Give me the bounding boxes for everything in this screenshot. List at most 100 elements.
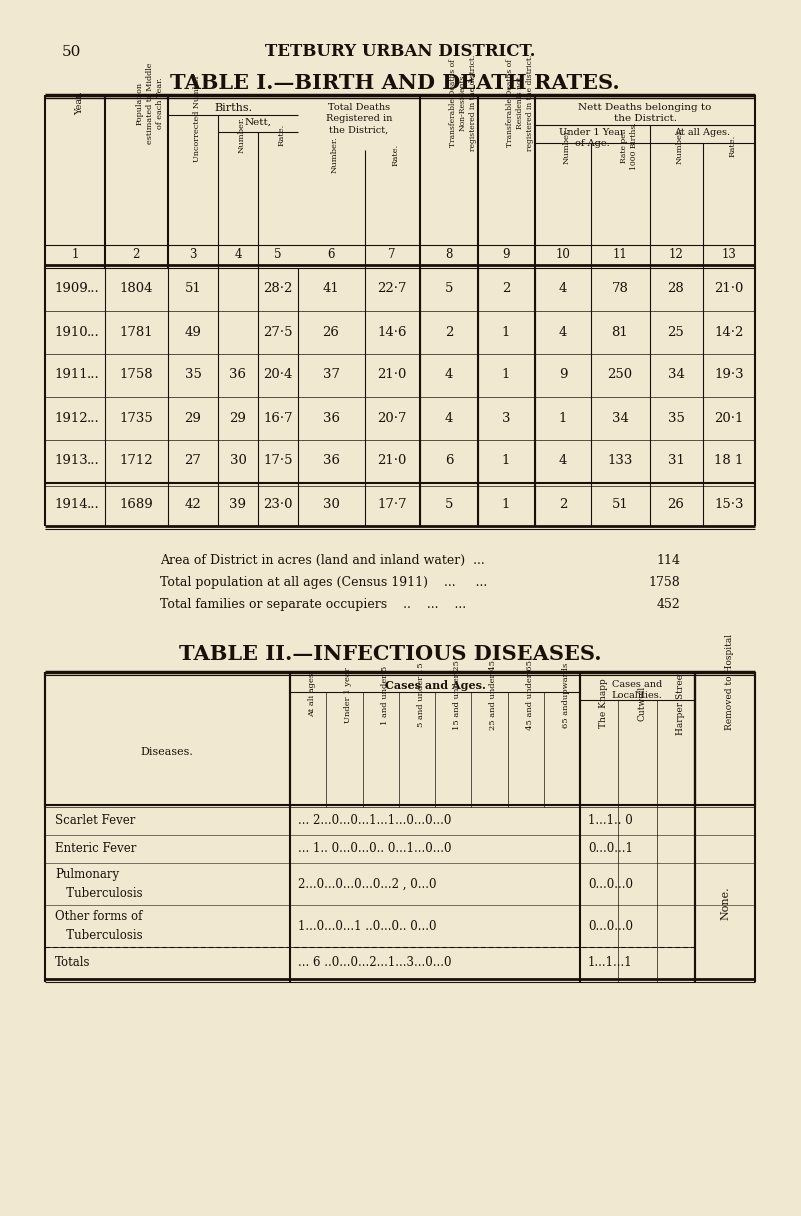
Text: 29: 29	[184, 411, 201, 424]
Text: 65 andupwards: 65 andupwards	[562, 663, 570, 727]
Text: 4: 4	[445, 411, 453, 424]
Text: 19·3: 19·3	[714, 368, 744, 382]
Text: 6: 6	[445, 455, 453, 467]
Text: 1712: 1712	[119, 455, 153, 467]
Text: 0...0...1: 0...0...1	[588, 843, 633, 856]
Text: 31: 31	[667, 455, 684, 467]
Text: Rate.: Rate.	[278, 124, 286, 146]
Text: The Knapp: The Knapp	[599, 679, 608, 728]
Text: Under 1 year: Under 1 year	[344, 668, 352, 722]
Text: 15·3: 15·3	[714, 497, 744, 511]
Text: Other forms of: Other forms of	[55, 911, 143, 923]
Text: 1804: 1804	[119, 282, 153, 295]
Text: Nett,: Nett,	[244, 118, 272, 126]
Text: 9: 9	[559, 368, 567, 382]
Text: 50: 50	[62, 45, 82, 60]
Text: Cases and Ages.: Cases and Ages.	[384, 680, 485, 691]
Text: 35: 35	[184, 368, 201, 382]
Text: 41: 41	[323, 282, 340, 295]
Text: Tuberculosis: Tuberculosis	[55, 886, 143, 900]
Text: 21·0: 21·0	[377, 368, 407, 382]
Text: 35: 35	[667, 411, 684, 424]
Text: 4: 4	[234, 248, 242, 261]
Text: Nett Deaths belonging to
the District.: Nett Deaths belonging to the District.	[578, 103, 711, 123]
Text: 1 and under 5: 1 and under 5	[380, 665, 388, 725]
Text: 1...1...1: 1...1...1	[588, 957, 633, 969]
Text: 1689: 1689	[119, 497, 153, 511]
Text: TETBURY URBAN DISTRICT.: TETBURY URBAN DISTRICT.	[265, 44, 535, 61]
Text: ...: ...	[87, 326, 99, 338]
Text: Cases and
Localities.: Cases and Localities.	[611, 680, 662, 700]
Text: 26: 26	[667, 497, 684, 511]
Text: 20·1: 20·1	[714, 411, 743, 424]
Text: 36: 36	[323, 455, 340, 467]
Text: 49: 49	[184, 326, 201, 338]
Text: Tuberculosis: Tuberculosis	[55, 929, 143, 941]
Text: Enteric Fever: Enteric Fever	[55, 843, 136, 856]
Text: 114: 114	[656, 554, 680, 567]
Text: 2: 2	[445, 326, 453, 338]
Text: Area of District in acres (land and inland water)  ...: Area of District in acres (land and inla…	[160, 554, 485, 567]
Text: 25: 25	[667, 326, 684, 338]
Text: Total Deaths
Registered in
the District,: Total Deaths Registered in the District,	[326, 103, 392, 134]
Text: 25 and under 45: 25 and under 45	[489, 660, 497, 730]
Text: 29: 29	[230, 411, 247, 424]
Text: 4: 4	[445, 368, 453, 382]
Text: ...: ...	[87, 368, 99, 382]
Text: Number.: Number.	[238, 117, 246, 153]
Text: 37: 37	[323, 368, 340, 382]
Text: 8: 8	[445, 248, 453, 261]
Text: 4: 4	[559, 455, 567, 467]
Text: Rate.: Rate.	[729, 135, 737, 157]
Text: 3: 3	[501, 411, 510, 424]
Text: TABLE I.—BIRTH AND DEATH RATES.: TABLE I.—BIRTH AND DEATH RATES.	[170, 73, 620, 92]
Text: 20·4: 20·4	[264, 368, 292, 382]
Text: Pulmonary: Pulmonary	[55, 868, 119, 882]
Text: 0...0...0: 0...0...0	[588, 878, 633, 890]
Text: 1913: 1913	[54, 455, 88, 467]
Text: 20·7: 20·7	[377, 411, 407, 424]
Text: ... 6 ..0...0...2...1...3...0...0: ... 6 ..0...0...2...1...3...0...0	[298, 957, 452, 969]
Text: Total population at all ages (Census 1911)    ...     ...: Total population at all ages (Census 191…	[160, 576, 487, 589]
Text: 1: 1	[501, 455, 510, 467]
Text: 1...0...0...1 ..0...0.. 0...0: 1...0...0...1 ..0...0.. 0...0	[298, 919, 437, 933]
Text: 28: 28	[667, 282, 684, 295]
Text: ...: ...	[87, 497, 99, 511]
Text: 1758: 1758	[648, 576, 680, 589]
Text: Diseases.: Diseases.	[140, 747, 193, 758]
Text: 45 and under 65: 45 and under 65	[525, 660, 533, 730]
Text: 13: 13	[722, 248, 736, 261]
Text: 23·0: 23·0	[264, 497, 292, 511]
Text: ...: ...	[87, 282, 99, 295]
Text: 9: 9	[502, 248, 509, 261]
Text: 133: 133	[607, 455, 633, 467]
Text: 22·7: 22·7	[377, 282, 407, 295]
Text: 17·5: 17·5	[264, 455, 292, 467]
Text: None.: None.	[720, 886, 730, 919]
Text: 28·2: 28·2	[264, 282, 292, 295]
Text: Transferable Deaths of
Non-Residents
registered in the district.: Transferable Deaths of Non-Residents reg…	[449, 55, 477, 151]
Text: 26: 26	[323, 326, 340, 338]
Text: 250: 250	[607, 368, 633, 382]
Text: Uncorrected Number: Uncorrected Number	[193, 74, 201, 162]
Text: 34: 34	[611, 411, 629, 424]
Text: 4: 4	[559, 282, 567, 295]
Text: Transferable Deaths of
Residents not
registered in the district.: Transferable Deaths of Residents not reg…	[506, 55, 533, 151]
Text: 1909: 1909	[54, 282, 88, 295]
Text: 51: 51	[184, 282, 201, 295]
Text: Number.: Number.	[331, 136, 339, 174]
Text: Population
estimated to Middle
of each Year.: Population estimated to Middle of each Y…	[136, 62, 163, 143]
Text: Removed to Hospital: Removed to Hospital	[725, 634, 734, 730]
Text: 42: 42	[184, 497, 201, 511]
Text: Number.: Number.	[563, 128, 571, 164]
Text: 1: 1	[71, 248, 78, 261]
Text: 1...1.. 0: 1...1.. 0	[588, 815, 633, 828]
Text: 30: 30	[323, 497, 340, 511]
Text: 1910: 1910	[54, 326, 88, 338]
Text: 3: 3	[189, 248, 197, 261]
Text: 14·6: 14·6	[377, 326, 407, 338]
Text: 12: 12	[669, 248, 683, 261]
Text: 6: 6	[328, 248, 335, 261]
Text: 7: 7	[388, 248, 396, 261]
Text: 36: 36	[230, 368, 247, 382]
